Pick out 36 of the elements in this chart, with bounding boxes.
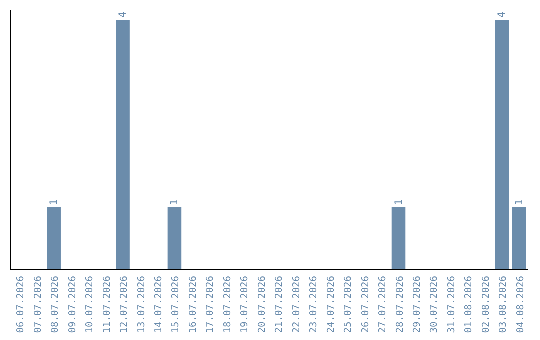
x-tick-label: 31.07.2026 (446, 276, 458, 334)
x-tick-label: 09.07.2026 (67, 276, 78, 334)
x-tick-label: 25.07.2026 (343, 276, 354, 334)
x-tick-label: 01.08.2026 (464, 276, 475, 334)
x-tick-label: 13.07.2026 (136, 276, 148, 334)
x-tick-label: 07.07.2026 (32, 276, 44, 334)
x-tick-label: 11.07.2026 (102, 276, 113, 334)
x-tick-label: 24.07.2026 (326, 276, 337, 334)
x-tick-label: 22.07.2026 (291, 276, 302, 334)
x-tick-label: 16.07.2026 (188, 276, 199, 334)
x-tick-label: 27.07.2026 (378, 276, 389, 334)
x-tick-label: 02.08.2026 (480, 276, 492, 334)
x-tick-label: 18.07.2026 (222, 276, 234, 334)
x-tick-label: 30.07.2026 (429, 276, 440, 334)
x-tick-label: 12.07.2026 (119, 276, 130, 334)
x-tick-label: 10.07.2026 (84, 276, 96, 334)
x-tick-label: 26.07.2026 (360, 276, 372, 334)
x-tick-label: 08.07.2026 (50, 276, 62, 334)
data-label: 4 (497, 12, 508, 18)
x-tick-label: 17.07.2026 (205, 276, 216, 334)
x-tick-label: 28.07.2026 (394, 276, 406, 334)
x-tick-label: 29.07.2026 (412, 276, 423, 334)
x-tick-label: 14.07.2026 (153, 276, 164, 334)
x-tick-label: 23.07.2026 (308, 276, 320, 334)
data-label: 1 (514, 199, 526, 206)
x-tick-label: 04.08.2026 (515, 276, 526, 334)
x-tick-label: 20.07.2026 (256, 276, 268, 334)
x-tick-label: 21.07.2026 (274, 276, 286, 334)
data-label: 1 (49, 199, 60, 206)
data-label: 1 (394, 199, 405, 206)
data-label: 1 (170, 199, 181, 206)
x-tick-label: 15.07.2026 (170, 276, 182, 334)
data-label: 4 (118, 12, 130, 18)
x-tick-label: 03.08.2026 (498, 276, 510, 334)
x-tick-label: 06.07.2026 (16, 276, 27, 334)
x-tick-label: 19.07.2026 (240, 276, 251, 334)
